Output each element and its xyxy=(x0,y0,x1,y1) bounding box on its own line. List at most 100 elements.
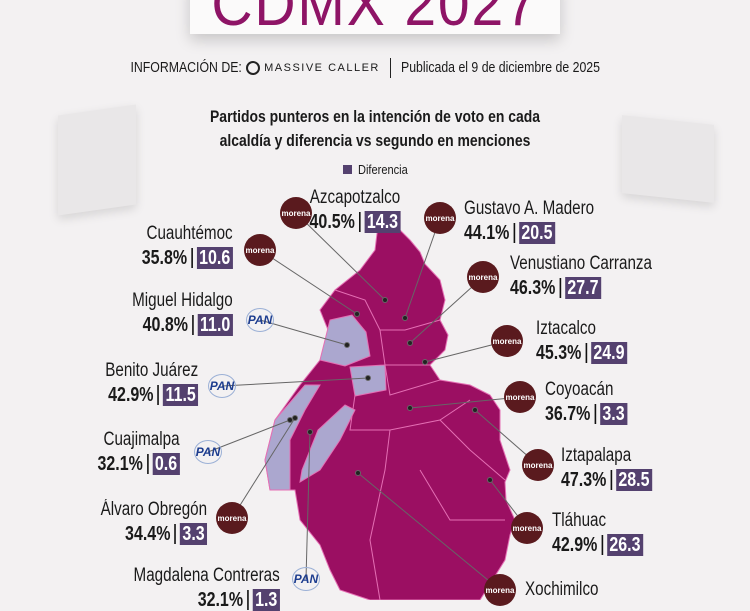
vote-percent: 34.4% xyxy=(124,523,171,545)
region-label: Xochimilco xyxy=(525,580,617,599)
region-dot xyxy=(292,415,298,421)
region-dot xyxy=(287,417,293,423)
region-name: Azcapotzalco xyxy=(309,187,401,208)
divider xyxy=(390,58,392,78)
morena-logo-icon: morena xyxy=(424,202,456,234)
separator xyxy=(358,212,361,232)
region-values: 32.1% 1.3 xyxy=(134,589,280,611)
region-name: Álvaro Obregón xyxy=(100,499,207,520)
difference-badge: 28.5 xyxy=(615,469,652,491)
leader-line xyxy=(231,417,296,519)
region-values: 42.9% 11.5 xyxy=(105,384,198,406)
difference-badge: 11.5 xyxy=(162,384,198,406)
region-values: 40.8% 11.0 xyxy=(132,314,233,336)
separator xyxy=(610,470,612,490)
region-label: Magdalena Contreras 32.1% 1.3 xyxy=(97,566,280,611)
leader-line xyxy=(305,431,311,580)
legend-label: Diferencia xyxy=(358,162,408,177)
vote-percent: 32.1% xyxy=(97,453,144,475)
morena-logo-icon: morena xyxy=(484,574,516,606)
region-label: Azcapotzalco 40.5% 14.3 xyxy=(295,188,415,233)
region-name: Xochimilco xyxy=(525,579,599,600)
cuajimalpa-area xyxy=(264,384,321,491)
difference-badge: 3.3 xyxy=(179,523,207,545)
source-line: INFORMACIÓN DE: MASSIVE CALLER Publicada… xyxy=(0,58,750,78)
vote-percent: 40.8% xyxy=(142,314,189,336)
region-label: Miguel Hidalgo 40.8% 11.0 xyxy=(107,291,233,336)
morena-logo-icon: morena xyxy=(280,197,312,229)
region-dot xyxy=(382,297,388,303)
leader-line xyxy=(207,419,291,453)
region-label: Álvaro Obregón 34.4% 3.3 xyxy=(74,500,207,545)
page-title: CDMX 2027 xyxy=(205,0,545,34)
vote-percent: 36.7% xyxy=(545,403,591,425)
difference-badge: 27.7 xyxy=(564,277,601,299)
region-values: 32.1% 0.6 xyxy=(98,453,180,475)
separator xyxy=(559,278,561,298)
massive-caller-logo: MASSIVE CALLER xyxy=(246,61,380,75)
difference-badge: 11.0 xyxy=(197,314,233,336)
region-dot xyxy=(422,359,428,365)
difference-badge: 0.6 xyxy=(152,453,180,475)
region-label: Gustavo A. Madero 44.1% 20.5 xyxy=(464,199,627,244)
vote-percent: 45.3% xyxy=(536,342,582,364)
region-name: Iztacalco xyxy=(536,318,596,339)
published-date: Publicada el 9 de diciembre de 2025 xyxy=(401,58,601,76)
pan-logo-icon: PAN xyxy=(194,440,222,464)
morena-logo-icon: morena xyxy=(511,512,543,544)
region-label: Iztacalco 45.3% 24.9 xyxy=(536,319,650,364)
difference-badge: 1.3 xyxy=(252,589,280,611)
source-label: INFORMACIÓN DE: xyxy=(130,58,242,76)
morena-logo-icon: morena xyxy=(216,502,248,534)
region-name: Venustiano Carranza xyxy=(510,253,652,274)
region-values: 42.9% 26.3 xyxy=(552,534,643,556)
region-label: Benito Juárez 42.9% 11.5 xyxy=(82,361,198,406)
morena-logo-icon: morena xyxy=(522,449,554,481)
region-dot xyxy=(365,375,371,381)
vote-percent: 35.8% xyxy=(142,247,188,269)
region-label: Tláhuac 42.9% 26.3 xyxy=(552,511,666,556)
morena-logo-icon: morena xyxy=(504,381,536,413)
separator xyxy=(191,248,194,268)
difference-badge: 3.3 xyxy=(599,403,628,425)
region-name: Miguel Hidalgo xyxy=(132,290,233,311)
chat-bubble-icon xyxy=(246,61,261,75)
leader-line xyxy=(295,212,386,301)
vote-percent: 40.5% xyxy=(309,211,355,233)
region-values: 34.4% 3.3 xyxy=(101,523,207,545)
region-dot xyxy=(407,340,413,346)
region-values: 44.1% 20.5 xyxy=(464,222,594,244)
region-values: 46.3% 27.7 xyxy=(510,277,652,299)
pan-logo-icon: PAN xyxy=(208,374,236,398)
region-label: Coyoacán 36.7% 3.3 xyxy=(545,380,648,425)
chart-subtitle: Partidos punteros en la intención de vot… xyxy=(210,107,540,150)
region-dot xyxy=(472,407,478,413)
morena-logo-icon: morena xyxy=(491,325,523,357)
separator xyxy=(513,223,515,243)
region-dot xyxy=(307,429,313,435)
leader-lines xyxy=(207,212,539,591)
difference-badge: 10.6 xyxy=(197,247,233,269)
separator xyxy=(585,343,587,363)
region-values: 40.5% 14.3 xyxy=(307,211,403,233)
leader-line xyxy=(404,217,441,319)
vote-percent: 44.1% xyxy=(464,222,510,244)
region-name: Gustavo A. Madero xyxy=(464,198,595,219)
difference-badge: 26.3 xyxy=(606,534,643,556)
magdalena-contreras-area xyxy=(299,404,356,483)
region-dot xyxy=(487,477,493,483)
vote-percent: 42.9% xyxy=(552,534,598,556)
leader-line xyxy=(357,472,501,591)
region-values: 45.3% 24.9 xyxy=(536,342,627,364)
leader-line xyxy=(409,396,521,409)
region-label: Iztapalapa 47.3% 28.5 xyxy=(561,446,675,491)
vote-percent: 46.3% xyxy=(510,277,556,299)
difference-badge: 20.5 xyxy=(518,222,555,244)
region-name: Coyoacán xyxy=(545,379,614,400)
region-values: 47.3% 28.5 xyxy=(561,469,652,491)
region-dot xyxy=(355,470,361,476)
region-values: 36.7% 3.3 xyxy=(545,403,628,425)
region-dot xyxy=(402,315,408,321)
legend-swatch xyxy=(343,165,352,174)
difference-badge: 14.3 xyxy=(364,211,401,233)
